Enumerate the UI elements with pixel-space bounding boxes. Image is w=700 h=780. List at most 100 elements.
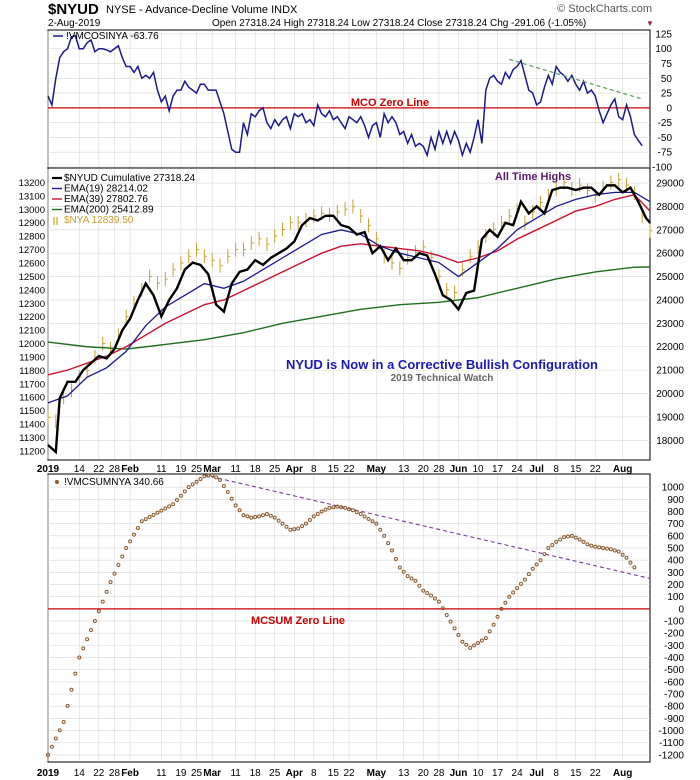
mcsum-dot-138 [585, 542, 590, 547]
y-tick-top-2: -50 [658, 133, 673, 144]
y-tick-top-7: 75 [661, 59, 673, 70]
y-tick-right-4: 22000 [656, 342, 684, 353]
mcsum-dot-5 [65, 703, 70, 708]
stockcharts-watermark: © StockCharts.com [557, 3, 652, 15]
mcsum-dot-72 [327, 505, 332, 510]
ema39-line [47, 193, 651, 376]
legend-text-nya: $NYA 12839.50 [64, 215, 134, 226]
y-tick-right-2: 20000 [656, 389, 684, 400]
mcsum-dot-6 [69, 687, 74, 692]
mcsum-dot-116 [499, 606, 504, 611]
mcsum-dot-84 [374, 521, 379, 526]
x-label-bot-28: Aug [613, 768, 632, 779]
series-layer [46, 34, 653, 757]
mcsum-dot-149 [628, 560, 633, 565]
mcsum-dot-65 [300, 524, 305, 529]
mcsum-dot-48 [233, 503, 238, 508]
y-tick-bot-12: 0 [678, 604, 684, 615]
mcsum-dot-18 [116, 563, 121, 568]
y-tick-bot-2: -1000 [658, 726, 684, 737]
mcsum-dot-136 [577, 537, 582, 542]
mcsum-dot-43 [214, 475, 219, 480]
mcsum-dot-117 [503, 600, 508, 605]
y-tick-left-6: 11800 [19, 366, 45, 377]
grid-layer [47, 31, 650, 761]
mcsum-dot-111 [479, 638, 484, 643]
x-label-bot-4: Feb [121, 768, 139, 779]
mcsum-dot-137 [581, 539, 586, 544]
mcsum-dot-69 [315, 511, 320, 516]
mcsum-dot-86 [382, 533, 387, 538]
mcsum-dot-64 [296, 526, 301, 531]
y-tick-top-0: -100 [652, 163, 672, 174]
x-label-mid-20: Jun [450, 464, 468, 475]
mcsum-zero-label: MCSUM Zero Line [251, 615, 345, 627]
mcsum-dot-56 [264, 511, 269, 516]
x-label-bot-21: 10 [472, 768, 484, 779]
x-label-bot-17: 13 [398, 768, 410, 779]
x-label-bot-18: 20 [418, 768, 430, 779]
mcsum-dot-94 [413, 578, 418, 583]
mcsum-dot-104 [452, 626, 457, 631]
y-tick-left-13: 12500 [19, 272, 45, 283]
mcsum-dot-127 [542, 552, 547, 557]
mcsum-dot-53 [253, 514, 258, 519]
x-label-mid-0: 2019 [37, 464, 60, 475]
y-tick-right-0: 18000 [656, 436, 684, 447]
mcsum-dot-100 [436, 599, 441, 604]
mcsum-dot-123 [526, 572, 531, 577]
mco-zero-label: MCO Zero Line [351, 97, 429, 109]
mcsum-legend: !VMCSUMNYA 340.66 [55, 477, 164, 488]
ema19-line [47, 191, 651, 404]
y-tick-left-7: 11900 [19, 352, 45, 363]
mcsum-dot-54 [257, 514, 262, 519]
mcsum-dot-87 [386, 541, 391, 546]
mcsum-dot-24 [139, 519, 144, 524]
x-label-bot-14: 15 [328, 768, 340, 779]
ema200-line [47, 266, 651, 350]
mcsum-dot-88 [390, 548, 394, 553]
sub-annotation: 2019 Technical Watch [391, 373, 494, 384]
symbol-title: $NYUD [48, 1, 99, 18]
mcsum-dot-38 [194, 479, 199, 484]
y-tick-top-3: -25 [658, 118, 673, 129]
mcsum-dot-129 [550, 542, 555, 547]
legend-text-main: $NYUD Cumulative 27318.24 [64, 173, 196, 184]
mcsum-dot-45 [221, 483, 226, 488]
x-label-mid-19: 28 [433, 464, 445, 475]
main-annotation: NYUD is Now in a Corrective Bullish Conf… [286, 357, 598, 372]
y-tick-bot-11: -100 [664, 617, 684, 628]
x-label-bot-10: 18 [250, 768, 262, 779]
y-tick-bot-19: 700 [667, 519, 684, 530]
x-label-mid-11: 25 [269, 464, 281, 475]
mcsum-dot-28 [155, 510, 160, 515]
mcsum-dot-30 [163, 506, 168, 511]
y-tick-bot-8: -400 [664, 653, 684, 664]
y-tick-left-8: 12000 [19, 339, 45, 350]
y-tick-top-6: 50 [661, 74, 673, 85]
y-tick-left-5: 11700 [19, 379, 45, 390]
mcsum-dot-39 [198, 476, 203, 481]
mcsum-dot-74 [335, 504, 340, 509]
mcsum-dot-70 [319, 509, 324, 514]
mcsum-dot-37 [190, 482, 195, 487]
axis-layer: 20192019141422222828FebFeb111119192525Ma… [19, 29, 685, 779]
x-label-mid-21: 10 [472, 464, 484, 475]
mcsum-dot-3 [57, 728, 62, 733]
y-tick-right-6: 24000 [656, 295, 684, 306]
mcsum-dot-119 [511, 590, 516, 595]
x-label-mid-18: 20 [418, 464, 430, 475]
mcsum-dot-50 [241, 513, 246, 518]
mcsum-dot-114 [491, 622, 496, 627]
mcsum-dot-112 [483, 636, 488, 641]
mcsum-dot-125 [534, 562, 539, 567]
mcsum-dot-79 [354, 510, 359, 515]
y-tick-bot-21: 900 [667, 495, 684, 506]
mcsum-dot-71 [323, 507, 328, 512]
x-label-bot-19: 28 [433, 768, 445, 779]
y-tick-top-4: 0 [666, 103, 672, 114]
mcsum-dot-23 [135, 525, 140, 530]
y-tick-right-3: 21000 [656, 366, 684, 377]
x-label-bot-25: 8 [553, 768, 559, 779]
mcsum-dot-82 [366, 516, 371, 521]
